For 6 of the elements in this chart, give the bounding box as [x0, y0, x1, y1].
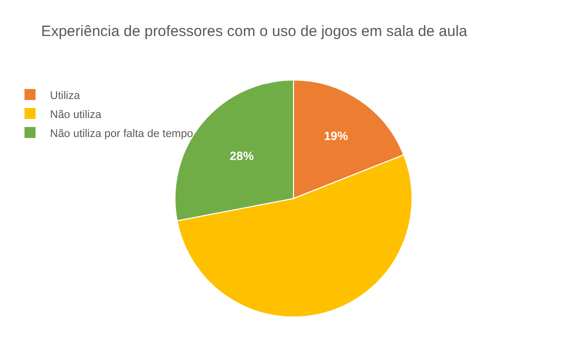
data-label: 19%: [324, 128, 348, 143]
legend-label: Não utiliza: [50, 108, 102, 121]
legend-label: Utiliza: [50, 90, 81, 102]
data-label: 28%: [230, 148, 254, 163]
legend-label: Não utiliza por falta de tempo: [50, 128, 194, 140]
chart-title: Experiência de professores com o uso de jogos em sala de aula: [41, 22, 468, 40]
